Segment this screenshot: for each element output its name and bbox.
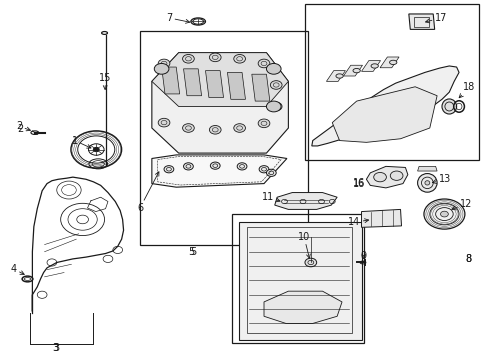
Polygon shape — [264, 291, 341, 323]
Polygon shape — [183, 69, 201, 96]
Text: 1: 1 — [71, 136, 91, 148]
Circle shape — [373, 172, 386, 182]
Polygon shape — [417, 166, 436, 171]
Text: 8: 8 — [464, 254, 470, 264]
Text: 6: 6 — [137, 172, 159, 213]
Circle shape — [259, 166, 268, 173]
Polygon shape — [152, 53, 288, 107]
Bar — [232, 214, 363, 343]
Polygon shape — [251, 74, 269, 101]
Circle shape — [270, 102, 282, 111]
Circle shape — [266, 101, 281, 112]
Text: 18: 18 — [458, 82, 474, 98]
Polygon shape — [227, 72, 245, 99]
Bar — [413, 17, 428, 27]
Text: 10: 10 — [297, 232, 310, 258]
Ellipse shape — [417, 174, 436, 192]
Polygon shape — [274, 193, 336, 210]
Ellipse shape — [389, 60, 396, 64]
Text: 2: 2 — [16, 121, 30, 131]
Bar — [246, 227, 351, 333]
Circle shape — [237, 163, 246, 170]
Circle shape — [389, 171, 402, 180]
Circle shape — [270, 81, 282, 89]
Circle shape — [182, 54, 194, 63]
Polygon shape — [238, 222, 361, 339]
Polygon shape — [326, 71, 345, 81]
Circle shape — [423, 199, 464, 229]
Text: 3: 3 — [54, 343, 60, 353]
Circle shape — [258, 59, 269, 68]
Ellipse shape — [424, 181, 429, 185]
Text: 2: 2 — [17, 124, 23, 134]
Polygon shape — [343, 65, 362, 76]
Circle shape — [93, 147, 99, 152]
Polygon shape — [379, 57, 398, 68]
Circle shape — [266, 63, 281, 74]
Text: 7: 7 — [166, 13, 189, 23]
Circle shape — [154, 63, 168, 74]
Polygon shape — [331, 87, 436, 142]
Text: 16: 16 — [352, 179, 365, 189]
Text: 8: 8 — [464, 254, 470, 264]
Polygon shape — [152, 53, 288, 153]
Polygon shape — [408, 14, 434, 30]
Circle shape — [163, 166, 173, 173]
Circle shape — [305, 258, 316, 267]
Text: 14: 14 — [347, 217, 368, 227]
Circle shape — [440, 211, 447, 217]
Ellipse shape — [352, 68, 360, 73]
Circle shape — [210, 162, 220, 169]
Text: 12: 12 — [451, 199, 471, 210]
Text: 4: 4 — [11, 264, 24, 274]
Polygon shape — [311, 66, 458, 146]
Circle shape — [209, 53, 221, 62]
Polygon shape — [205, 71, 223, 98]
Polygon shape — [161, 67, 179, 94]
Text: 11: 11 — [261, 192, 280, 202]
Bar — [305, 4, 478, 159]
Text: 15: 15 — [99, 73, 111, 90]
Circle shape — [233, 54, 245, 63]
Text: 5: 5 — [187, 247, 194, 257]
Circle shape — [233, 124, 245, 132]
Circle shape — [258, 119, 269, 128]
Text: 17: 17 — [425, 13, 446, 23]
Polygon shape — [361, 210, 401, 227]
Text: 5: 5 — [190, 247, 196, 257]
Text: 3: 3 — [52, 343, 58, 353]
Text: 16: 16 — [352, 178, 365, 188]
Polygon shape — [152, 155, 286, 187]
Circle shape — [183, 163, 193, 170]
Bar — [140, 31, 307, 244]
Ellipse shape — [335, 74, 343, 78]
Ellipse shape — [370, 64, 378, 68]
Text: 13: 13 — [431, 174, 450, 184]
Ellipse shape — [441, 99, 456, 114]
Circle shape — [209, 126, 221, 134]
Circle shape — [158, 59, 169, 68]
Text: 9: 9 — [360, 251, 366, 261]
Circle shape — [158, 118, 169, 127]
Circle shape — [182, 124, 194, 132]
Polygon shape — [361, 60, 380, 71]
Polygon shape — [366, 166, 407, 188]
Circle shape — [266, 169, 276, 176]
